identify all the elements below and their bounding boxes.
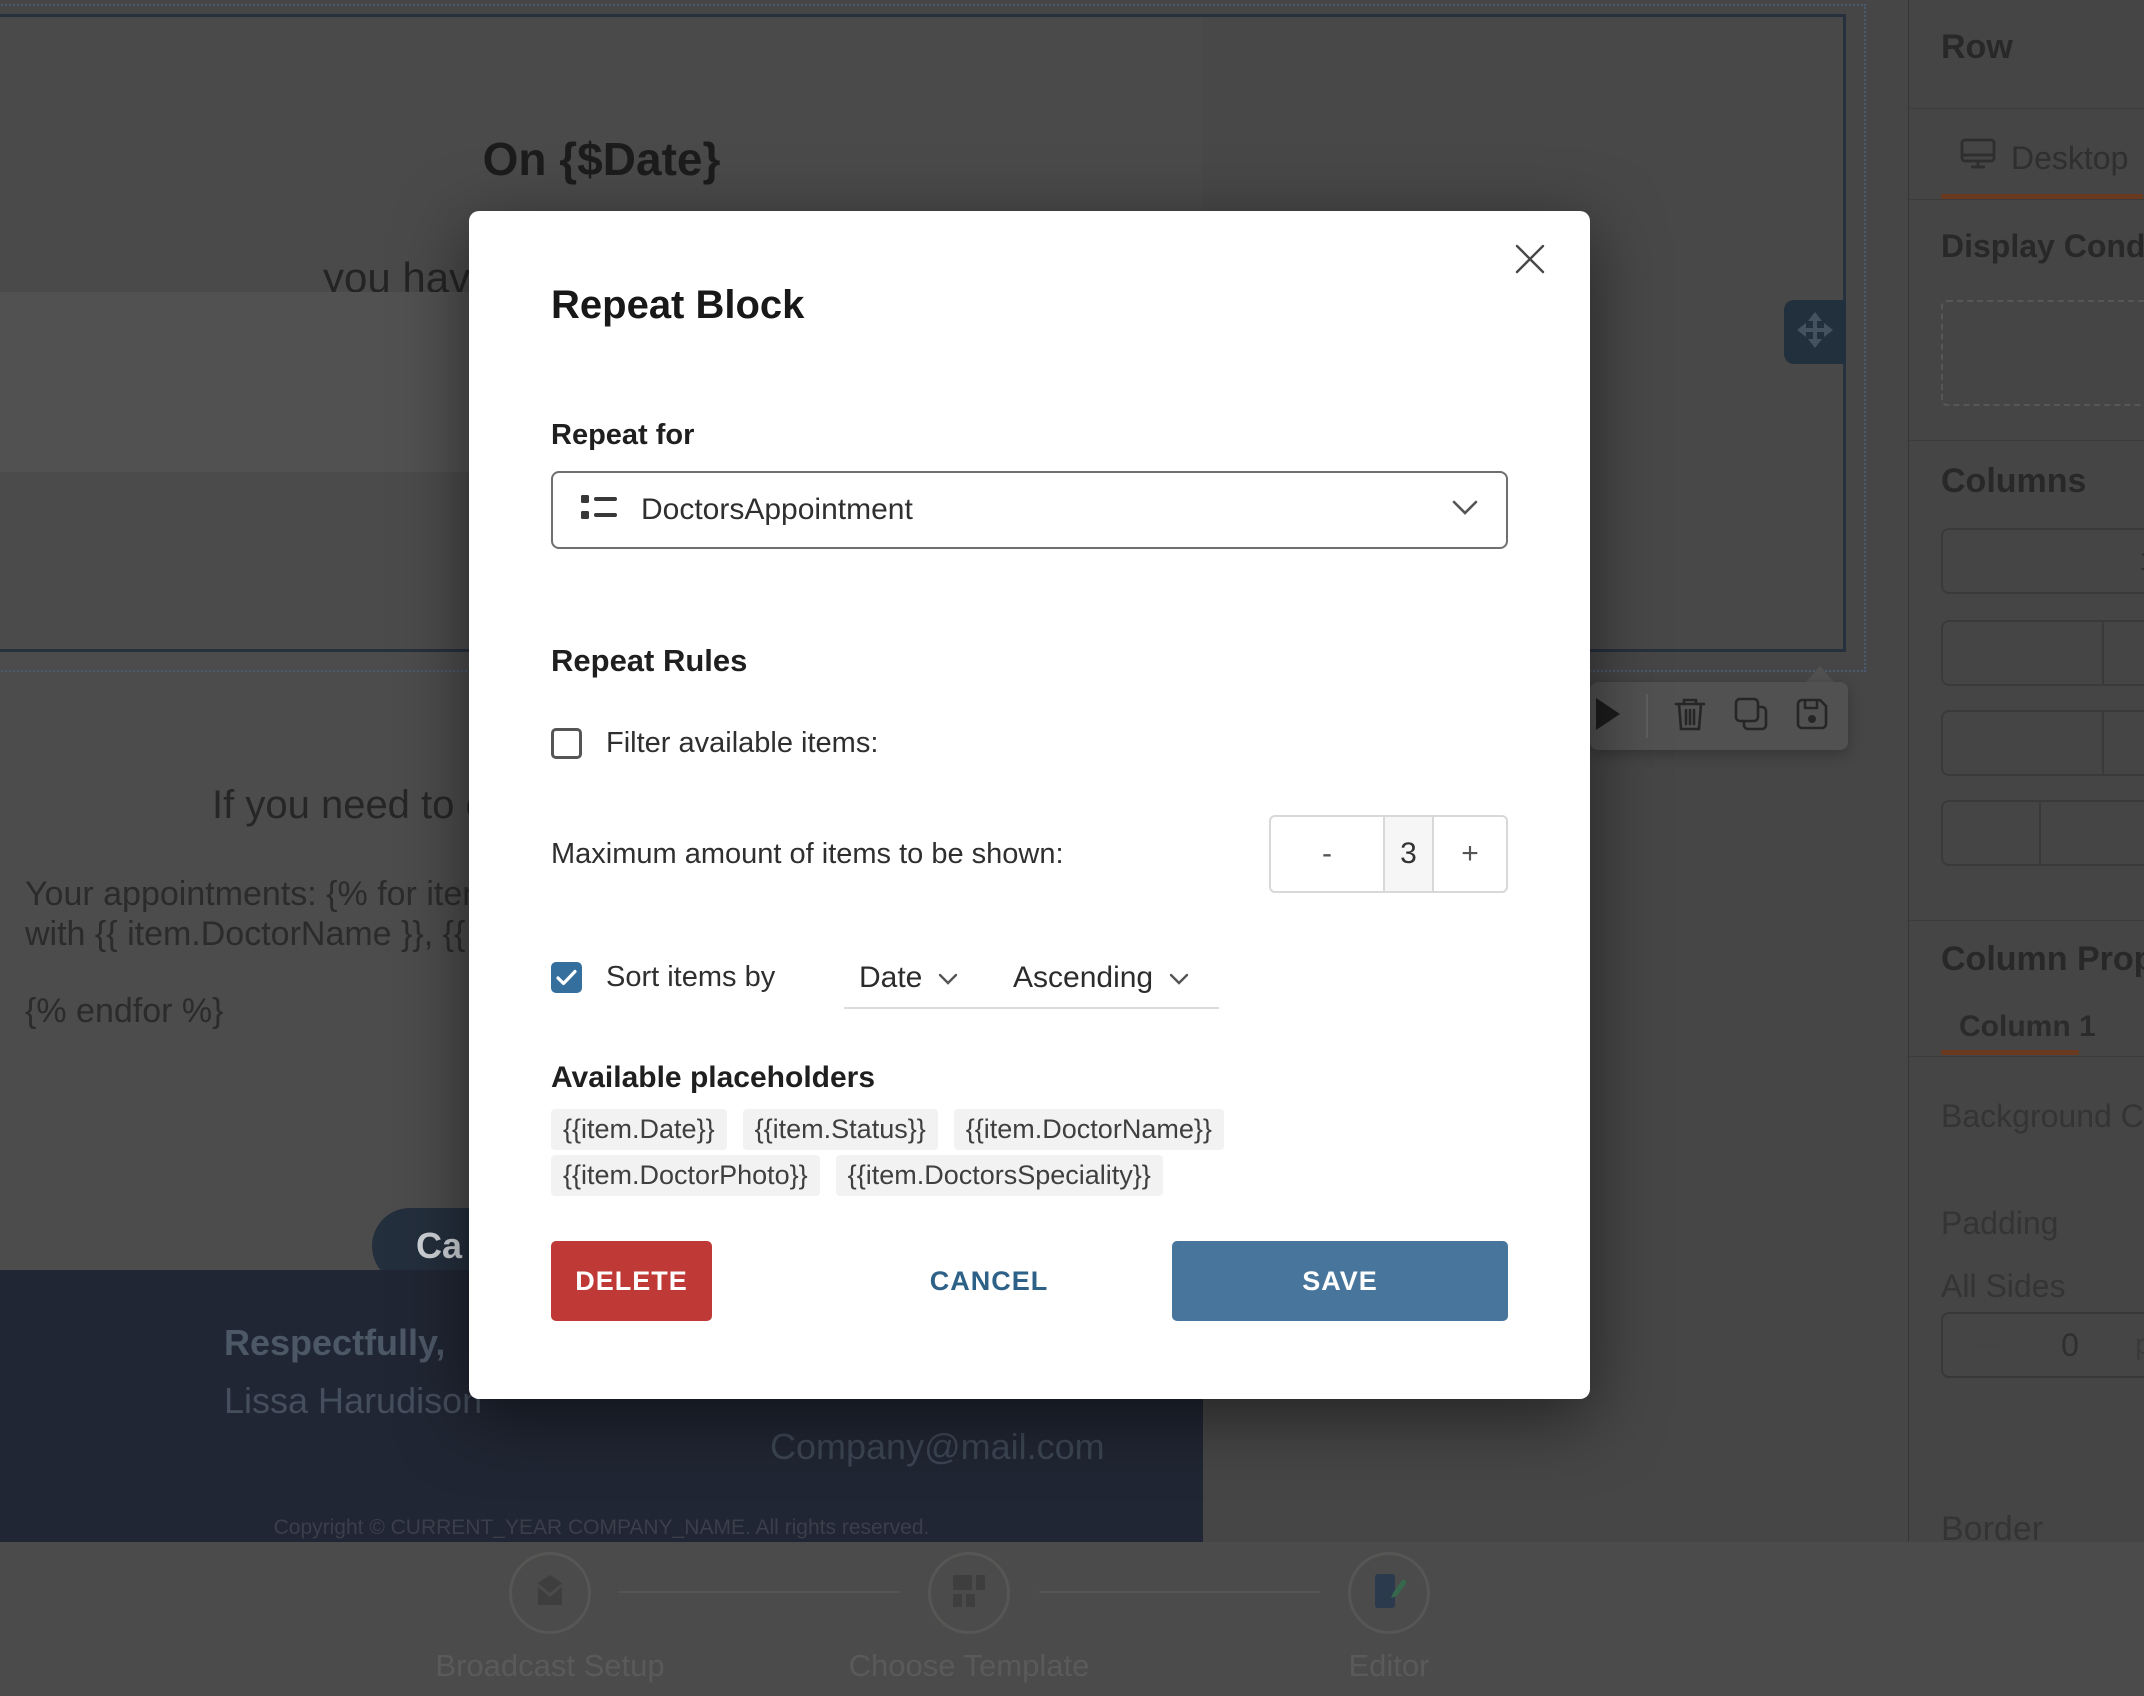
footer-name: Lissa Harudison [224,1380,483,1421]
repeat-rules-heading: Repeat Rules [551,643,748,678]
footer-signoff: Respectfully, [224,1322,446,1363]
sidebar-row-title: Row [1941,28,2013,66]
repeat-for-label: Repeat for [551,419,695,451]
placeholder-chip[interactable]: {{item.Date}} [551,1109,727,1150]
footer-email: Company@mail.com [770,1426,1105,1467]
max-items-label: Maximum amount of items to be shown: [551,837,1064,870]
display-conditions-dropzone[interactable] [1941,300,2144,406]
placeholder-chip[interactable]: {{item.DoctorsSpeciality}} [835,1155,1163,1196]
sort-items-checkbox[interactable] [551,962,582,993]
column-layout-option-1[interactable]: 1 [1941,528,2144,594]
stepper-value[interactable]: 3 [1383,817,1434,891]
padding-label: Padding [1941,1205,2059,1241]
monitor-icon [1959,136,1997,180]
chevron-down-icon [1452,500,1478,520]
footer-copyright: Copyright © CURRENT_YEAR COMPANY_NAME. A… [273,1516,930,1539]
filter-items-checkbox[interactable] [551,728,582,759]
toolbar-caret [1806,666,1834,682]
desktop-tab-underline [1941,194,2143,199]
delete-block-icon[interactable] [1672,695,1708,738]
modal-title: Repeat Block [551,283,805,327]
step-editor-label[interactable]: Editor [1348,1648,1430,1683]
placeholder-chip[interactable]: {{item.Status}} [742,1109,938,1150]
settings-sidebar: Row Desktop Display Conditions Columns 1… [1908,0,2144,1542]
step-connector [1039,1591,1320,1593]
step-broadcast-setup-label[interactable]: Broadcast Setup [435,1648,665,1683]
delete-button[interactable]: DELETE [551,1241,712,1321]
choose-template-icon [950,1572,988,1615]
sort-field-select[interactable]: Date [844,961,986,1009]
step-editor[interactable] [1348,1552,1430,1634]
column-properties-title: Column Properties [1941,940,2144,978]
column-tab-underline [1941,1050,2079,1055]
email-loop-text: Your appointments: {% for item in with {… [25,875,540,953]
broadcast-setup-icon [530,1571,570,1616]
save-button[interactable]: SAVE [1172,1241,1508,1321]
close-icon[interactable] [1512,241,1548,277]
duplicate-block-icon[interactable] [1732,695,1770,738]
step-choose-template[interactable] [928,1552,1010,1634]
padding-unit: px [2135,1328,2144,1362]
email-loop-end: {% endfor %} [25,992,224,1030]
column-layout-option-3[interactable] [1941,710,2144,776]
sort-direction-value: Ascending [1013,961,1154,994]
column-layout-option-2[interactable] [1941,620,2144,686]
wizard-bar: Broadcast Setup Choose Template Editor [0,1542,2144,1696]
chevron-down-icon [939,973,958,985]
column-option-label: 1 [2139,545,2144,577]
tab-desktop[interactable]: Desktop [1959,136,2128,180]
step-choose-template-label[interactable]: Choose Template [848,1648,1090,1683]
tab-desktop-label: Desktop [2011,139,2129,176]
placeholder-chip[interactable]: {{item.DoctorName}} [953,1109,1224,1150]
repeat-for-select[interactable]: DoctorsAppointment [551,471,1508,549]
filter-items-label: Filter available items: [606,727,879,759]
placeholder-chip[interactable]: {{item.DoctorPhoto}} [551,1155,820,1196]
columns-title: Columns [1941,462,2087,500]
step-connector [618,1591,900,1593]
sort-direction-select[interactable]: Ascending [969,961,1219,1009]
chevron-down-icon [1169,973,1189,985]
editor-icon [1369,1571,1409,1616]
placeholder-chips-row: {{item.Date}} {{item.Status}} {{item.Doc… [551,1109,1224,1150]
block-toolbar [1590,682,1848,750]
padding-all-sides-input[interactable]: 0 px [1941,1312,2144,1378]
row-drag-handle[interactable] [1784,300,1846,364]
border-label: Border [1941,1510,2044,1542]
filter-items-checkrow[interactable]: Filter available items: [551,727,878,760]
padding-value: 0 [2061,1326,2079,1363]
repeat-for-value: DoctorsAppointment [641,493,913,526]
save-block-icon[interactable] [1794,696,1830,737]
list-icon [581,493,617,528]
column-layout-option-4[interactable] [1941,800,2144,866]
placeholder-chips-row: {{item.DoctorPhoto}} {{item.DoctorsSpeci… [551,1155,1163,1196]
repeat-block-modal: Repeat Block Repeat for DoctorsAppointme… [469,211,1590,1399]
all-sides-label: All Sides [1941,1268,2066,1304]
step-broadcast-setup[interactable] [509,1552,591,1634]
display-conditions-label: Display Conditions [1941,228,2144,264]
tab-column-1[interactable]: Column 1 [1959,1010,2096,1043]
cancel-button[interactable]: CANCEL [929,1265,1049,1296]
available-placeholders-heading: Available placeholders [551,1061,876,1094]
sort-items-checkrow[interactable]: Sort items by [551,961,775,994]
stepper-increment-button[interactable]: + [1461,837,1479,870]
toolbar-divider [1646,694,1648,738]
background-color-label: Background Color [1941,1098,2144,1134]
sort-field-value: Date [859,961,923,994]
email-heading: On {$Date} [482,133,721,185]
move-icon [1795,310,1835,355]
stepper-decrement-button[interactable]: - [1322,837,1332,870]
block-tag-arrow-icon [1596,695,1622,738]
padding-slider-dash [1971,1343,2005,1347]
sort-items-label: Sort items by [606,961,776,993]
max-items-stepper: - 3 + [1269,815,1508,893]
max-items-row: Maximum amount of items to be shown: - 3… [551,815,1508,893]
